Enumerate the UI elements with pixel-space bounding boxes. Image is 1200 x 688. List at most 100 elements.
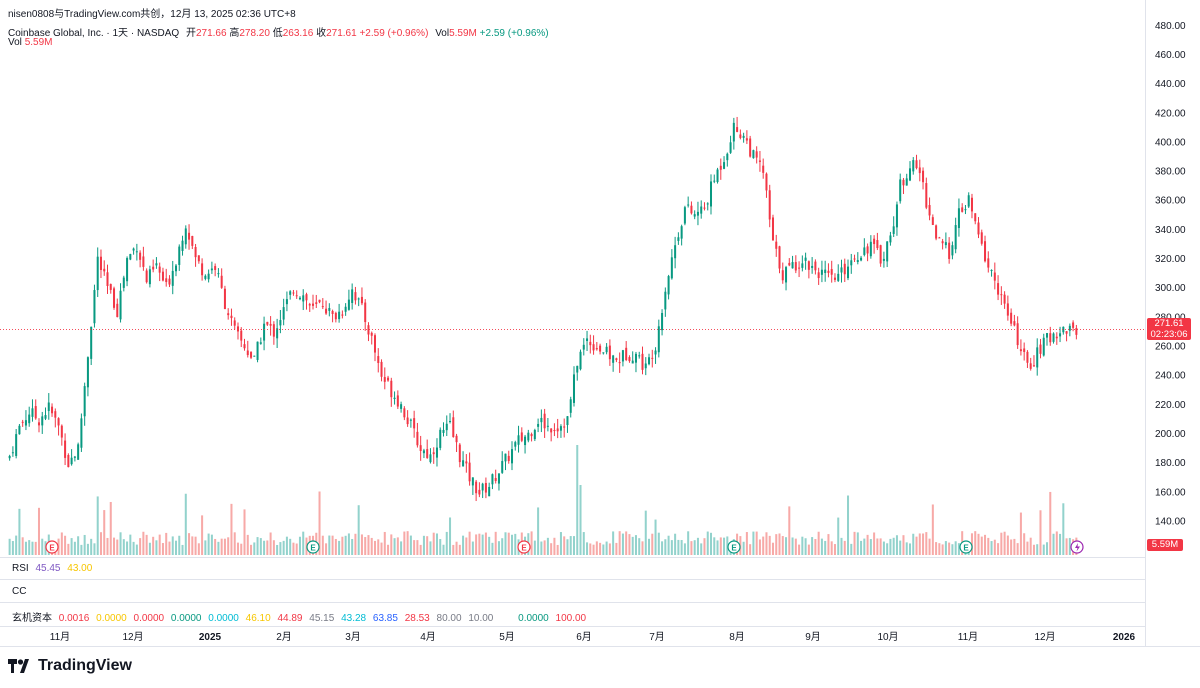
candle-body [847,266,850,279]
candle-body [664,291,667,310]
volume-bar [360,534,363,555]
volume-bar [373,540,377,555]
pane-divider-2 [0,579,1145,580]
xj-pane-label[interactable]: 玄机资本 0.0016 0.0000 0.0000 0.0000 0.0000 … [12,609,590,624]
legend-high: 278.20 [239,28,270,39]
volume-bar [73,541,76,555]
earnings-marker[interactable]: E [306,540,320,554]
y-tick-label: 160.00 [1155,487,1186,498]
volume-bar [563,536,566,555]
volume-bar [455,541,458,555]
volume-bar [667,535,670,555]
volume-bar [550,543,553,555]
volume-bar [758,539,761,555]
dividend-marker[interactable] [1070,540,1084,554]
candle-body [113,288,116,308]
candle-body [683,207,686,224]
candle-body [1003,294,1006,304]
candle-body [605,346,608,353]
candle-body [471,477,474,486]
volume-bars [8,445,1078,555]
earnings-marker[interactable]: E [727,540,741,554]
candle-body [276,328,279,339]
candle-body [693,214,696,217]
earnings-marker[interactable]: E [45,540,59,554]
volume-bar [680,540,683,555]
candle-body [321,306,324,308]
candle-body [964,209,967,211]
candle-body [537,423,540,427]
candle-body [781,270,784,281]
candle-body [344,306,347,312]
volume-bar [794,538,797,555]
candle-body [396,395,399,407]
volume-bar [944,541,947,555]
candle-body [736,127,739,132]
candle-body [77,444,80,460]
candle-body [403,408,406,418]
candle-body [1072,322,1075,328]
candle-body [18,425,21,435]
candle-body [204,275,207,279]
legend-symbol[interactable]: Coinbase Global, Inc. · 1天 · NASDAQ [8,28,180,39]
candle-body [334,312,337,320]
x-tick-label: 10月 [877,631,898,643]
y-tick-label: 440.00 [1155,79,1186,90]
rsi-pane-label[interactable]: RSI 45.45 43.00 [12,563,96,574]
volume-bar [833,544,836,555]
candle-body [298,297,301,300]
volume-bar [1019,512,1022,555]
earnings-marker[interactable]: E [517,540,531,554]
volume-bar [1068,537,1071,555]
candle-body [1006,303,1009,316]
volume-bar [631,536,634,555]
volume-bar [664,539,667,555]
candle-body [514,442,517,447]
candle-body [742,135,745,138]
vol-label[interactable]: Vol [8,37,22,48]
volume-bar [113,537,116,555]
volume-bar [282,540,285,555]
x-tick-label: 3月 [345,631,361,643]
volume-bar [152,536,155,555]
candle-body [990,269,993,271]
candle-body [778,246,781,269]
candle-body [357,298,360,300]
candle-body [589,341,592,346]
candle-body [856,260,859,262]
candle-body [902,179,905,186]
cc-label: CC [12,586,27,597]
volume-bar [344,535,347,555]
candle-body [670,257,673,279]
tradingview-logo[interactable]: TradingView [8,657,132,675]
cc-pane-label[interactable]: CC [12,586,30,597]
volume-bar [354,533,357,555]
candle-body [51,406,54,414]
volume-bar [987,537,990,555]
volume-bar [452,544,455,555]
candle-body [775,241,778,249]
volume-bar [1006,535,1009,555]
volume-bar [132,541,135,555]
volume-bar [400,541,403,555]
y-tick-label: 380.00 [1155,167,1186,178]
volume-bar [207,533,210,555]
candle-body [139,252,142,260]
pane-divider-3 [0,602,1145,603]
candle-body [719,165,722,170]
candle-body [409,419,412,421]
candle-body [801,263,804,268]
candle-body [90,326,93,359]
xj-value: 0.0000 [133,613,165,624]
candle-body [638,355,641,357]
earnings-marker[interactable]: E [959,540,973,554]
volume-bar [674,533,677,555]
price-chart[interactable]: 480.00 460.00 440.00 420.00 400.00 380.00 360.… [0,0,1200,646]
candle-body [974,213,977,222]
candle-body [895,204,898,228]
legend-low: 263.16 [282,28,314,39]
volume-bar [181,544,184,555]
candle-body [687,204,690,206]
volume-bar [416,540,419,555]
candle-body [1049,333,1052,343]
